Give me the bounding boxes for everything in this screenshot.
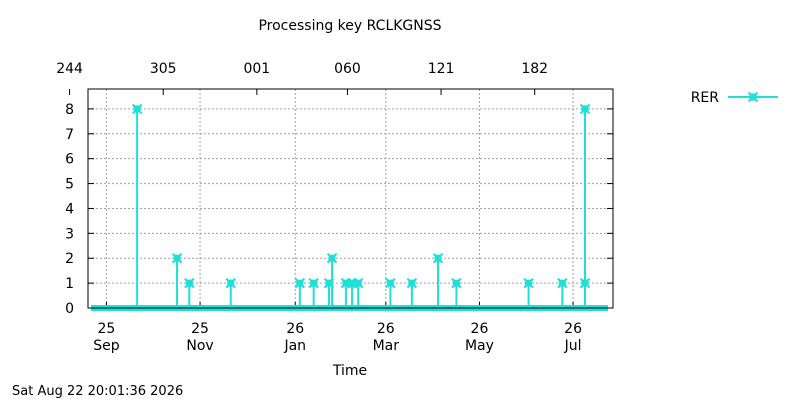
data-point <box>579 103 591 115</box>
legend-marker-symbol <box>747 91 759 103</box>
data-point <box>451 277 462 289</box>
top-tick-label: 244 <box>56 61 83 77</box>
legend-label: RER <box>691 90 720 106</box>
y-tick-label: 6 <box>65 152 74 168</box>
x-tick-label-day: 26 <box>471 321 489 337</box>
x-tick-label-month: Jan <box>283 338 306 354</box>
series-layer <box>91 103 608 311</box>
data-point <box>184 277 195 289</box>
data-point <box>326 253 338 264</box>
y-tick-label: 8 <box>65 102 74 118</box>
x-tick-label-month: Nov <box>186 338 213 354</box>
chart-title: Processing key RCLKGNSS <box>258 18 441 34</box>
x-tick-label-day: 26 <box>564 321 582 337</box>
y-tick-label: 4 <box>65 201 74 217</box>
x-tick-label-month: Sep <box>93 338 120 354</box>
x-tick-label-month: Mar <box>373 338 400 354</box>
data-point <box>385 277 396 289</box>
y-tick-label: 0 <box>65 301 74 317</box>
x-tick-label-day: 25 <box>98 321 116 337</box>
plot-frame <box>87 88 614 309</box>
top-tick-label: 182 <box>521 61 548 77</box>
data-point <box>308 277 319 289</box>
data-point <box>557 277 568 289</box>
top-tick-label: 121 <box>428 61 455 77</box>
y-tick-label: 2 <box>65 251 74 267</box>
x-axis-label: Time <box>332 363 367 379</box>
data-point <box>352 277 364 289</box>
x-tick-label-day: 26 <box>377 321 395 337</box>
legend-marker <box>747 91 759 103</box>
grid-lines <box>88 89 613 308</box>
data-point <box>131 103 143 115</box>
x-tick-label-month: May <box>465 338 494 354</box>
x-tick-label-day: 26 <box>286 321 304 337</box>
data-point <box>294 277 306 289</box>
data-point <box>406 277 418 289</box>
y-tick-label: 3 <box>65 226 74 242</box>
legend: RER <box>691 90 778 106</box>
top-tick-label: 001 <box>243 61 270 77</box>
data-point <box>171 253 183 264</box>
x-tick-label-month: Jul <box>564 338 582 354</box>
top-tick-label: 305 <box>150 61 177 77</box>
data-point <box>432 253 444 264</box>
top-tick-label: 060 <box>334 61 361 77</box>
axis-ticks: 01234567825Sep25Nov26Jan26Mar26May26Jul2… <box>56 61 613 354</box>
y-tick-label: 7 <box>65 127 74 143</box>
y-tick-label: 1 <box>65 276 74 292</box>
y-tick-label: 5 <box>65 177 74 193</box>
x-tick-label-day: 25 <box>191 321 209 337</box>
data-point <box>523 277 534 289</box>
timestamp: Sat Aug 22 20:01:36 2026 <box>12 384 183 399</box>
data-point <box>225 277 236 289</box>
